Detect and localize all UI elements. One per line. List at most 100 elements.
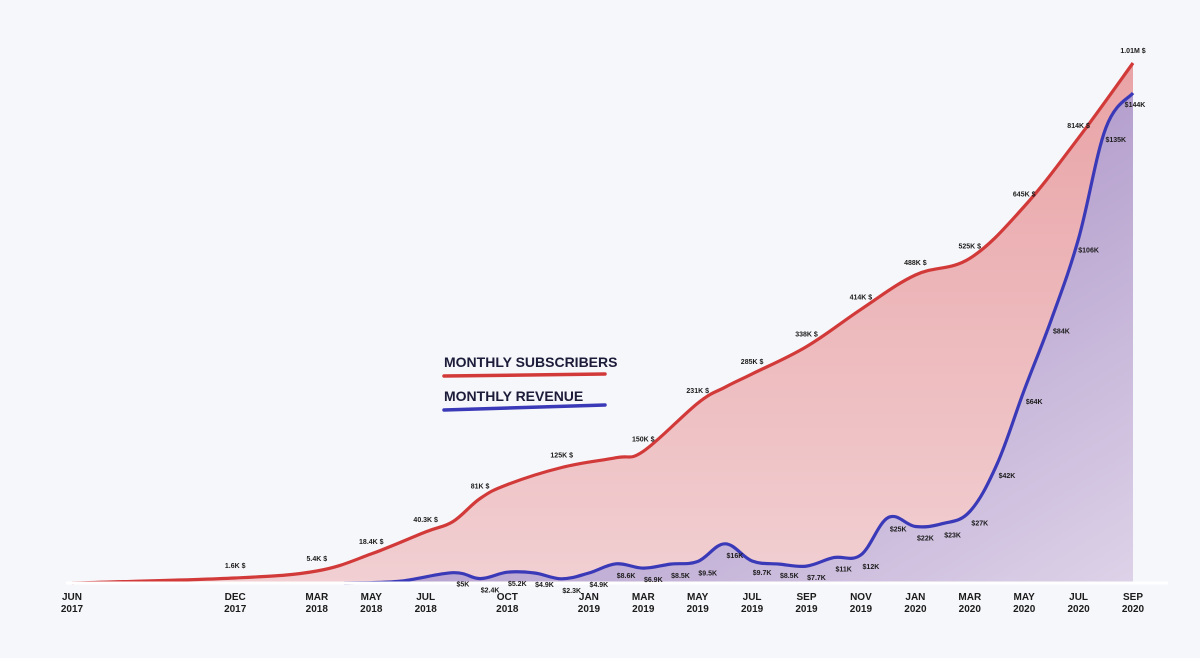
- x-tick-month: NOV: [850, 592, 872, 603]
- x-tick-month: JAN: [579, 592, 599, 603]
- revenue-data-label: $8.6K: [617, 573, 636, 580]
- subscribers-data-label: 125K $: [550, 453, 573, 460]
- subscribers-data-label: 525K $: [959, 243, 982, 250]
- subscribers-data-label: 338K $: [795, 332, 818, 339]
- x-tick-month: OCT: [497, 592, 518, 603]
- subscribers-data-label: 81K $: [471, 484, 490, 491]
- revenue-data-label: $84K: [1053, 328, 1070, 335]
- subscribers-data-label: 18.4K $: [359, 539, 384, 546]
- x-tick-month: MAY: [361, 592, 383, 603]
- revenue-data-label: $27K: [971, 521, 988, 528]
- x-tick-year: 2017: [61, 604, 84, 615]
- x-tick-month: JAN: [905, 592, 925, 603]
- x-tick-year: 2018: [360, 604, 383, 615]
- x-axis-tick-labels: JUN2017DEC2017MAR2018MAY2018JUL2018OCT20…: [61, 592, 1145, 615]
- revenue-data-label: $7.7K: [807, 575, 826, 582]
- legend-swatch-revenue: [442, 403, 607, 412]
- subscribers-data-label: 1.01M $: [1120, 48, 1145, 55]
- revenue-data-label: $4.9K: [535, 582, 554, 589]
- x-tick-month: MAY: [1014, 592, 1036, 603]
- x-tick-month: SEP: [796, 592, 816, 603]
- revenue-data-label: $25K: [890, 527, 907, 534]
- subscribers-line: [71, 62, 1135, 585]
- subscribers-area: [72, 63, 1133, 583]
- x-tick-year: 2020: [1067, 604, 1090, 615]
- revenue-data-label: $2.3K: [562, 588, 581, 595]
- revenue-data-label: $6.9K: [644, 577, 663, 584]
- x-tick-month: JUN: [62, 592, 82, 603]
- revenue-data-label: $5.2K: [508, 581, 527, 588]
- subscribers-data-label: 645K $: [1013, 192, 1036, 199]
- legend-item-subscribers: MONTHLY SUBSCRIBERS: [442, 354, 617, 378]
- revenue-data-label: $64K: [1026, 399, 1043, 406]
- revenue-data-label: $23K: [944, 533, 961, 540]
- revenue-data-label: $9.7K: [753, 570, 772, 577]
- x-tick-year: 2020: [904, 604, 927, 615]
- x-tick-year: 2019: [795, 604, 818, 615]
- revenue-data-label: $8.5K: [780, 573, 799, 580]
- subscribers-data-label: 414K $: [850, 294, 873, 301]
- x-tick-month: MAR: [305, 592, 329, 603]
- subscribers-data-label: 5.4K $: [306, 556, 327, 563]
- x-tick-month: DEC: [225, 592, 246, 603]
- x-tick-year: 2019: [632, 604, 655, 615]
- x-tick-month: MAR: [958, 592, 982, 603]
- revenue-data-label: $16K: [727, 553, 744, 560]
- revenue-data-label: $22K: [917, 536, 934, 543]
- revenue-series: [344, 91, 1135, 585]
- revenue-data-label: $12K: [863, 564, 880, 571]
- subscribers-series: [71, 62, 1135, 585]
- legend-label-revenue: MONTHLY REVENUE: [444, 388, 583, 404]
- x-tick-month: JUL: [1069, 592, 1088, 603]
- revenue-area: [344, 93, 1133, 583]
- revenue-data-label: $9.5K: [698, 571, 717, 578]
- x-tick-month: SEP: [1123, 592, 1143, 603]
- revenue-data-label: $2.4K: [481, 588, 500, 595]
- subscribers-data-label: 231K $: [686, 388, 709, 395]
- x-tick-year: 2020: [959, 604, 982, 615]
- subscribers-data-labels: 1.6K $ 5.4K $ 18.4K $ 40.3K $ 81K $ 125K $ 150…: [225, 48, 1146, 570]
- x-tick-month: JUL: [743, 592, 762, 603]
- subscribers-data-label: 488K $: [904, 260, 927, 267]
- x-tick-year: 2018: [415, 604, 438, 615]
- revenue-data-label: $4.9K: [590, 582, 609, 589]
- x-tick-year: 2017: [224, 604, 247, 615]
- legend: MONTHLY SUBSCRIBERS MONTHLY REVENUE: [442, 354, 617, 412]
- legend-swatch-subscribers: [442, 372, 607, 378]
- revenue-data-label: $11K: [836, 567, 852, 574]
- x-tick-year: 2018: [496, 604, 519, 615]
- x-tick-year: 2018: [306, 604, 329, 615]
- x-tick-year: 2019: [741, 604, 764, 615]
- subscribers-data-label: 40.3K $: [413, 517, 438, 524]
- x-tick-year: 2019: [687, 604, 710, 615]
- revenue-data-labels: $5K $2.4K $5.2K $4.9K $2.3K $4.9K $8.6K $6.9K $8…: [456, 102, 1145, 595]
- x-tick-year: 2020: [1013, 604, 1036, 615]
- revenue-data-label: $135K: [1105, 137, 1126, 144]
- x-tick-month: JUL: [416, 592, 435, 603]
- legend-label-subscribers: MONTHLY SUBSCRIBERS: [444, 354, 617, 370]
- subscribers-data-label: 285K $: [741, 359, 764, 366]
- x-tick-month: MAR: [632, 592, 656, 603]
- revenue-line: [344, 91, 1135, 585]
- revenue-data-label: $42K: [999, 473, 1016, 480]
- revenue-data-label: $144K: [1125, 102, 1146, 109]
- subscribers-data-label: 1.6K $: [225, 563, 246, 570]
- x-tick-month: MAY: [687, 592, 709, 603]
- revenue-data-label: $5K: [456, 582, 469, 589]
